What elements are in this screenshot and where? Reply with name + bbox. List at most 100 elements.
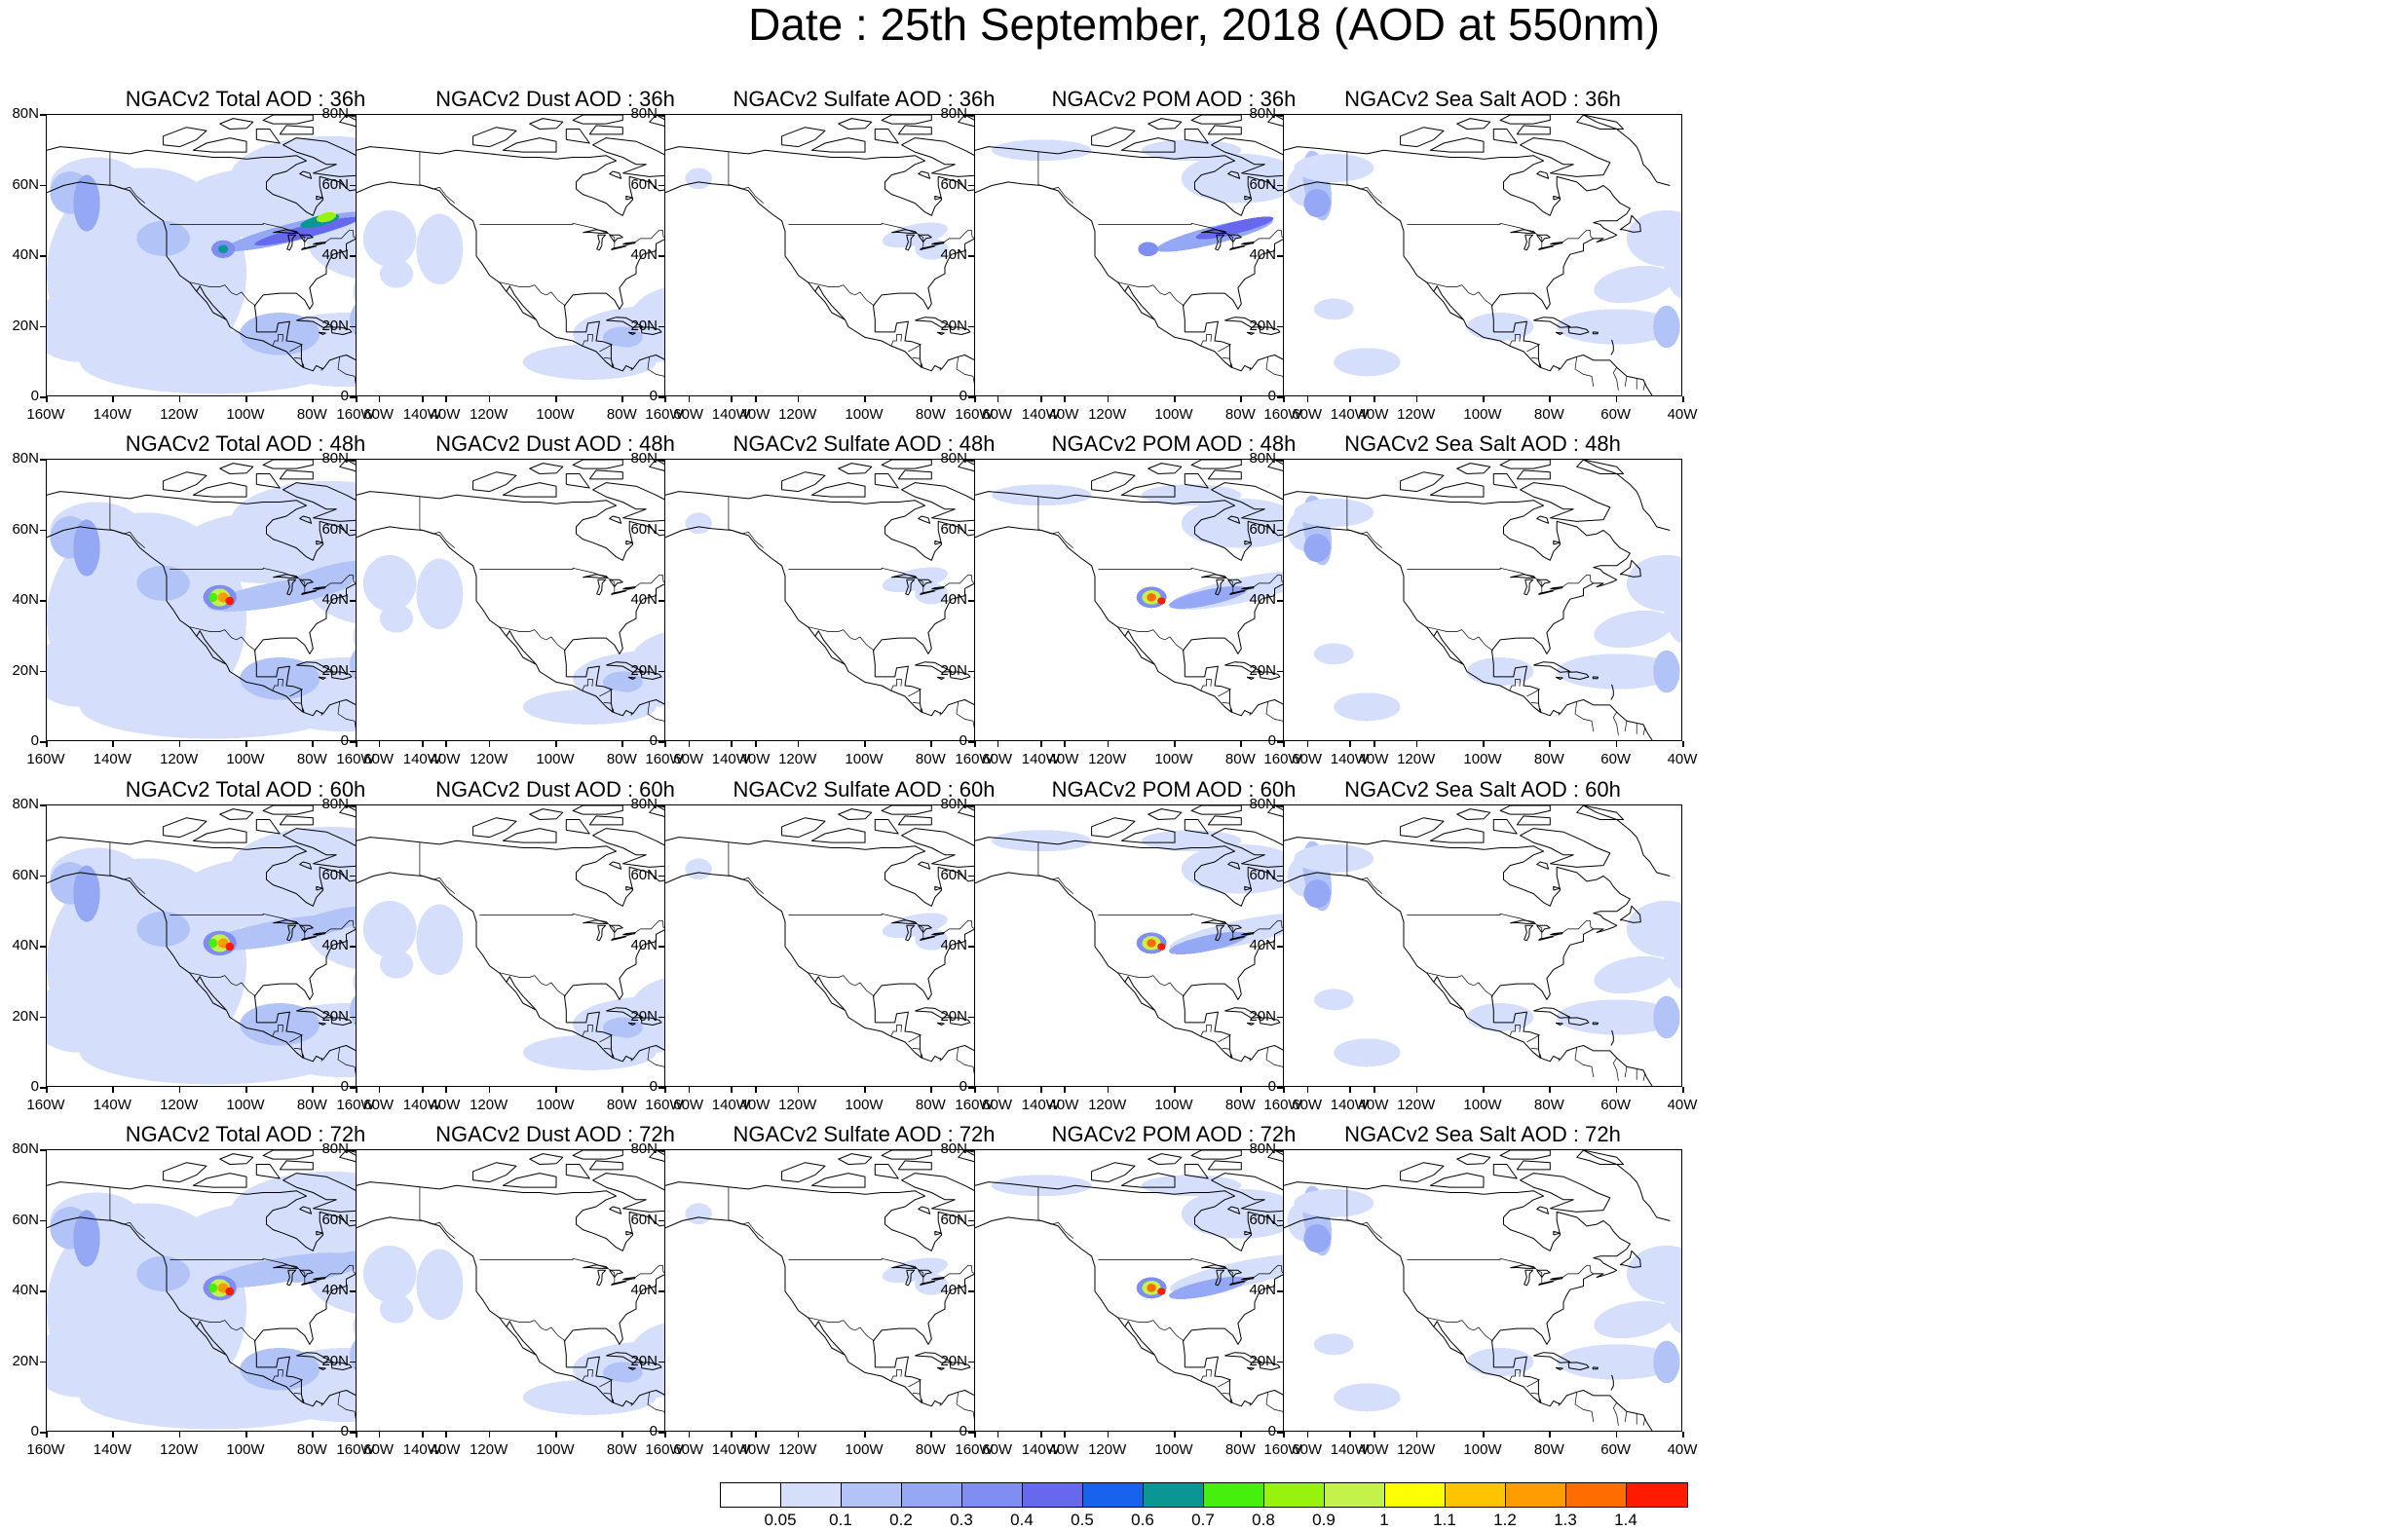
country-border	[419, 152, 456, 204]
lat-tick-label: 60N	[630, 175, 658, 193]
aod-patch	[1557, 653, 1677, 690]
lon-tick-label: 140W	[93, 1441, 132, 1458]
lat-tick	[1277, 255, 1283, 257]
lat-tick	[658, 741, 664, 743]
panel-title: NGACv2 Dust AOD : 36h	[435, 87, 675, 111]
coastline	[1456, 808, 1491, 820]
lon-tick	[245, 741, 247, 747]
lat-tick-label: 20N	[940, 1352, 967, 1369]
lon-tick	[1040, 1087, 1042, 1093]
coastline	[279, 125, 314, 135]
coastline	[1429, 137, 1485, 153]
colorbar-swatch	[1023, 1483, 1083, 1507]
lon-tick-label: 120W	[1088, 1097, 1127, 1113]
lon-tick-label: 80W	[1224, 406, 1256, 423]
lon-tick-label: 40W	[1667, 406, 1698, 423]
lon-tick-label: 120W	[160, 1097, 199, 1113]
country-border	[728, 497, 765, 548]
lat-tick-label: 60N	[940, 520, 967, 538]
aod-patch	[362, 554, 417, 612]
lon-tick-label: 140W	[402, 1441, 441, 1458]
lon-tick-label: 80W	[296, 406, 327, 423]
colorbar-swatch	[721, 1483, 781, 1507]
lon-tick-label: 40W	[430, 406, 461, 423]
lat-tick-label: 60N	[321, 175, 349, 193]
coastline	[502, 1173, 557, 1188]
lat-tick-label: 40N	[12, 246, 39, 263]
lon-tick	[555, 1087, 557, 1093]
country-border	[956, 356, 976, 388]
lat-tick	[968, 946, 974, 948]
country-border	[1612, 712, 1619, 735]
coastline	[1610, 339, 1614, 355]
lon-tick	[1483, 396, 1485, 402]
country-border	[900, 679, 902, 687]
lat-tick-label: 20N	[12, 1352, 39, 1369]
lat-tick	[658, 1361, 664, 1363]
coastline	[502, 482, 557, 498]
country-border	[1249, 367, 1252, 371]
lat-tick-label: 80N	[940, 1140, 967, 1157]
country-border	[890, 1025, 902, 1037]
aod-patch	[1138, 242, 1158, 257]
lon-tick	[797, 396, 800, 402]
coastline	[934, 540, 943, 545]
lon-tick	[1615, 741, 1618, 747]
country-border	[939, 712, 942, 716]
country-border	[900, 1369, 902, 1377]
colorbar-label: 0.7	[1191, 1511, 1215, 1529]
coastline	[572, 460, 623, 469]
country-border	[1612, 1058, 1619, 1081]
coastline	[502, 137, 557, 153]
coastline	[279, 1160, 314, 1171]
coastline	[316, 540, 324, 545]
country-border	[272, 334, 283, 347]
country-border	[1222, 357, 1230, 359]
lon-tick-label: 60W	[1600, 406, 1632, 423]
lat-tick	[658, 1149, 664, 1151]
lat-tick	[968, 1290, 974, 1292]
aod-patch	[992, 484, 1092, 506]
country-border	[1231, 708, 1233, 713]
coastline	[1429, 828, 1485, 843]
country-border	[320, 712, 323, 716]
country-border	[282, 334, 283, 342]
coastline	[1520, 828, 1611, 868]
coastline	[163, 127, 207, 148]
lat-tick	[1277, 184, 1283, 186]
country-border	[1222, 1393, 1230, 1395]
aod-patch	[1141, 139, 1242, 162]
lat-tick-label: 0	[1267, 1078, 1276, 1095]
country-border	[1526, 344, 1540, 353]
coastline	[606, 317, 644, 328]
lat-tick	[40, 1290, 46, 1292]
aod-patch	[1181, 498, 1301, 548]
coastline	[1576, 1150, 1624, 1165]
lon-tick	[46, 396, 48, 402]
lat-tick-label: 80N	[321, 450, 349, 467]
aod-patch	[73, 519, 100, 577]
lat-tick-label: 60N	[12, 1211, 39, 1228]
lat-tick	[350, 459, 356, 461]
country-border	[1117, 281, 1185, 307]
coastline	[565, 1164, 590, 1179]
colorbar-label: 0.9	[1312, 1511, 1336, 1529]
coastline	[596, 924, 607, 942]
country-border	[1624, 721, 1628, 732]
lon-tick	[974, 396, 976, 402]
lon-tick	[245, 1087, 247, 1093]
lat-tick	[40, 325, 46, 327]
lat-tick-label: 20N	[630, 317, 658, 334]
country-border	[939, 367, 942, 371]
lon-tick	[974, 1432, 976, 1438]
lat-tick-label: 0	[1267, 388, 1276, 404]
lat-tick	[968, 875, 974, 877]
lon-tick-label: 160W	[26, 406, 65, 423]
coastline	[1259, 671, 1281, 680]
lon-tick-label: 60W	[982, 751, 1013, 767]
lon-tick	[731, 1432, 733, 1438]
coastline	[299, 170, 313, 179]
coastline	[255, 129, 281, 144]
lat-tick	[40, 255, 46, 257]
lat-tick-label: 20N	[630, 661, 658, 679]
